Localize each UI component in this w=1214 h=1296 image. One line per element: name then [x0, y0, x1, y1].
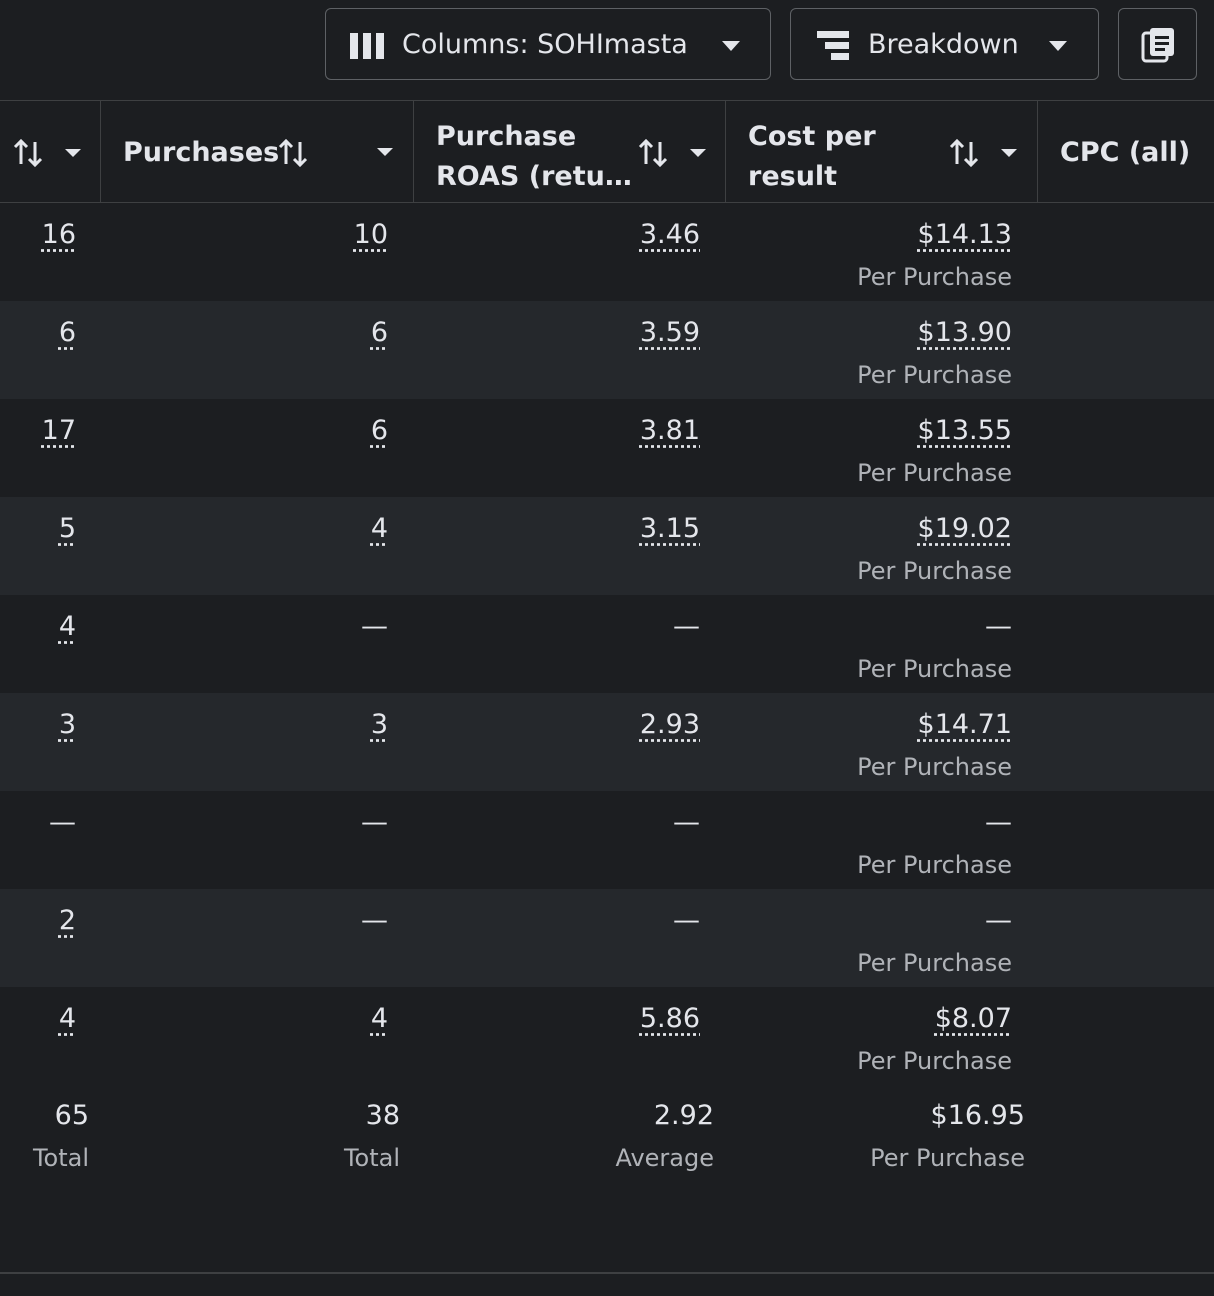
sort-icon[interactable]	[278, 138, 310, 168]
cell-value: —	[985, 807, 1012, 838]
cell-value: 3.81	[639, 415, 700, 446]
total-label: Per Purchase	[870, 1144, 1025, 1172]
header-label: CPC (all)	[1060, 137, 1191, 168]
total-value: 65	[54, 1100, 89, 1131]
report-icon	[1141, 28, 1174, 63]
cell-value: 3.59	[639, 317, 700, 348]
breakdown-icon	[817, 31, 849, 60]
columns-label: Columns: SOHImasta	[402, 28, 688, 60]
sort-icon[interactable]	[638, 138, 708, 168]
cell-value: 6	[370, 415, 388, 446]
cell-value: $19.02	[917, 513, 1012, 544]
cell-subtext: Per Purchase	[857, 459, 1012, 487]
sort-icon[interactable]	[949, 138, 1019, 168]
header-cell[interactable]: Purchases	[101, 100, 414, 203]
cell-value: $13.90	[917, 317, 1012, 348]
cell-value: 2.93	[639, 709, 700, 740]
cell-subtext: Per Purchase	[857, 557, 1012, 585]
cell-value: 4	[370, 1003, 388, 1034]
cell-value: $14.13	[917, 219, 1012, 250]
row[interactable]	[0, 889, 1214, 987]
caret[interactable]	[377, 148, 395, 158]
columns-icon	[350, 33, 384, 59]
cell-subtext: Per Purchase	[857, 949, 1012, 977]
row[interactable]	[0, 301, 1214, 399]
cell-value: 5.86	[639, 1003, 700, 1034]
caret	[1049, 41, 1067, 51]
cell-value: 2	[58, 905, 76, 936]
row[interactable]	[0, 987, 1214, 1085]
divider	[0, 1272, 1214, 1274]
columns-button[interactable]: Columns: SOHImasta	[325, 8, 771, 80]
header-cell[interactable]: CPC (all)	[1038, 100, 1214, 203]
cell-value: 4	[58, 611, 76, 642]
cell-value: $14.71	[917, 709, 1012, 740]
cell-value: 6	[370, 317, 388, 348]
cell-value: 4	[58, 1003, 76, 1034]
sort-icon[interactable]	[13, 138, 83, 168]
cell-value: —	[985, 611, 1012, 642]
cell-value: —	[361, 807, 388, 838]
total-value: 2.92	[653, 1100, 714, 1131]
cell-subtext: Per Purchase	[857, 263, 1012, 291]
cell-value: 3	[58, 709, 76, 740]
header-label: Purchases	[123, 137, 280, 168]
cell-value: 5	[58, 513, 76, 544]
cell-value: 3	[370, 709, 388, 740]
cell-subtext: Per Purchase	[857, 1047, 1012, 1075]
header-cell[interactable]	[0, 100, 101, 203]
header-label: Cost per result	[748, 121, 876, 192]
breakdown-label: Breakdown	[868, 28, 1019, 60]
header-cell[interactable]: Purchase ROAS (retu…	[414, 100, 726, 203]
cell-value: 17	[41, 415, 76, 446]
row[interactable]	[0, 595, 1214, 693]
cell-value: —	[673, 807, 700, 838]
cell-value: —	[361, 905, 388, 936]
cell-value: $8.07	[934, 1003, 1012, 1034]
breakdown-button[interactable]: Breakdown	[790, 8, 1099, 80]
cell-value: 16	[41, 219, 76, 250]
cell-subtext: Per Purchase	[857, 851, 1012, 879]
cell-value: 3.15	[639, 513, 700, 544]
cell-value: 4	[370, 513, 388, 544]
cell-value: 6	[58, 317, 76, 348]
total-label: Total	[343, 1144, 400, 1172]
caret	[722, 41, 740, 51]
row[interactable]	[0, 497, 1214, 595]
row[interactable]	[0, 399, 1214, 497]
total-value: 38	[365, 1100, 400, 1131]
cell-subtext: Per Purchase	[857, 753, 1012, 781]
row[interactable]	[0, 203, 1214, 301]
total-label: Average	[615, 1144, 714, 1172]
row[interactable]	[0, 693, 1214, 791]
header-label: Purchase ROAS (retu…	[436, 121, 632, 192]
cell-value: —	[361, 611, 388, 642]
cell-subtext: Per Purchase	[857, 361, 1012, 389]
cell-value: —	[673, 905, 700, 936]
row[interactable]	[0, 791, 1214, 889]
cell-value: —	[49, 807, 76, 838]
header-cell[interactable]: Cost per result	[726, 100, 1038, 203]
cell-value: —	[673, 611, 700, 642]
cell-value: $13.55	[917, 415, 1012, 446]
report-button[interactable]	[1118, 8, 1197, 80]
cell-value: —	[985, 905, 1012, 936]
total-value: $16.95	[930, 1100, 1025, 1131]
cell-value: 3.46	[639, 219, 700, 250]
cell-subtext: Per Purchase	[857, 655, 1012, 683]
total-label: Total	[32, 1144, 89, 1172]
cell-value: 10	[353, 219, 388, 250]
